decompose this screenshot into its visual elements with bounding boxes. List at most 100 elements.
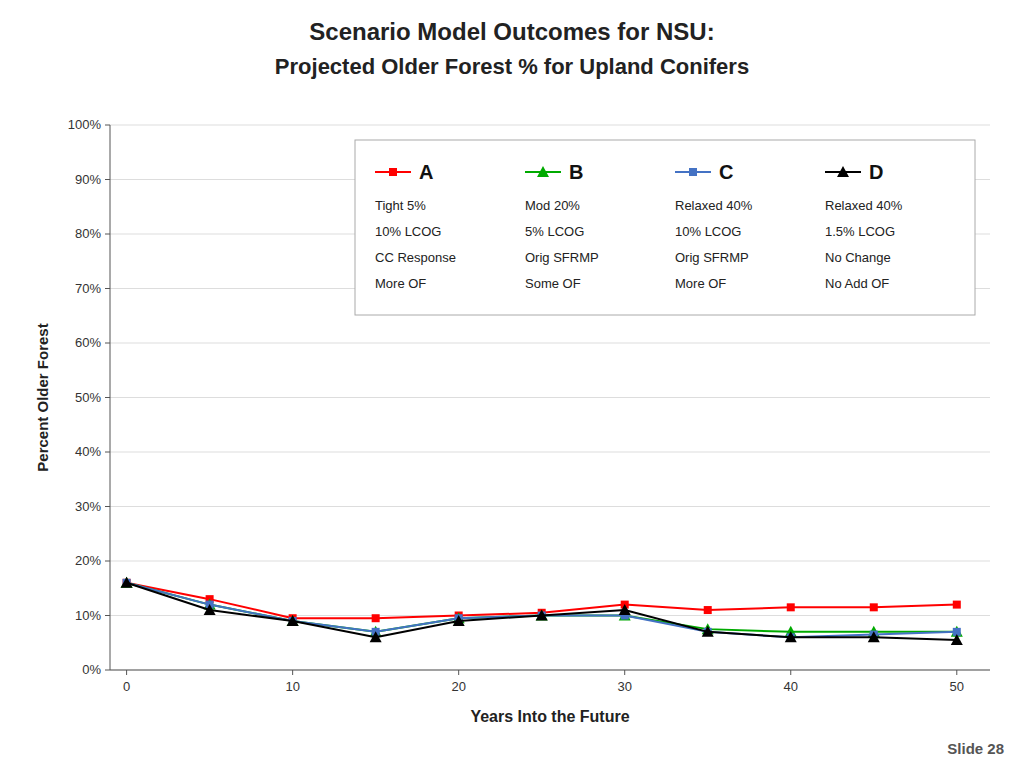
y-tick [105, 452, 110, 453]
legend-description: 5% LCOG [525, 224, 584, 239]
grid [110, 125, 990, 670]
legend-swatch-marker [689, 168, 697, 176]
data-point [702, 626, 714, 637]
y-tick [105, 561, 110, 562]
grid-line [110, 452, 990, 453]
series [123, 579, 961, 642]
y-tick [105, 234, 110, 235]
y-tick [105, 506, 110, 507]
legend-swatch-marker [837, 166, 849, 177]
legend-description: 10% LCOG [375, 224, 441, 239]
data-point [204, 604, 216, 615]
y-tick-label: 40% [75, 444, 101, 459]
legend-label: B [569, 161, 583, 183]
y-tick-label: 70% [75, 281, 101, 296]
x-tick-label: 50 [950, 679, 964, 694]
y-axis-label: Percent Older Forest [34, 323, 51, 471]
grid-line [110, 125, 990, 126]
legend-description: 1.5% LCOG [825, 224, 895, 239]
y-tick [105, 179, 110, 180]
legend-description: Mod 20% [525, 198, 580, 213]
legend: A Tight 5% 10% LCOG CC Response More OF B Mod … [355, 140, 975, 315]
data-point [121, 577, 133, 588]
legend-description: No Add OF [825, 276, 889, 291]
y-tick-label: 100% [68, 117, 102, 132]
series-line [127, 583, 957, 632]
x-tick-label: 40 [784, 679, 798, 694]
y-tick-label: 50% [75, 390, 101, 405]
data-point [372, 614, 380, 622]
y-tick-label: 60% [75, 335, 101, 350]
x-tick [292, 670, 293, 675]
y-tick [105, 343, 110, 344]
grid-line [110, 343, 990, 344]
legend-description: Tight 5% [375, 198, 426, 213]
title: Scenario Model Outcomes for NSU: [309, 18, 714, 45]
plot-data [121, 577, 963, 645]
x-tick-label: 10 [285, 679, 299, 694]
chart: Scenario Model Outcomes for NSU:Projecte… [0, 0, 1024, 768]
data-point [951, 634, 963, 645]
grid-line [110, 506, 990, 507]
legend-label: C [719, 161, 733, 183]
grid-line [110, 397, 990, 398]
legend-description: No Change [825, 250, 891, 265]
grid-line [110, 561, 990, 562]
data-point [536, 610, 548, 621]
y-tick-label: 0% [82, 662, 101, 677]
y-tick [105, 288, 110, 289]
x-tick [790, 670, 791, 675]
data-point [870, 603, 878, 611]
y-tick [105, 397, 110, 398]
legend-label: A [419, 161, 433, 183]
data-point [619, 604, 631, 615]
legend-description: CC Response [375, 250, 456, 265]
legend-box [355, 140, 975, 315]
axes: 0% 10% 20% 30% 40% 50% 60% 70% 80% 90% 100% 0 10 20 30… [68, 117, 990, 694]
legend-description: Relaxed 40% [675, 198, 753, 213]
y-tick-label: 90% [75, 172, 101, 187]
legend-description: Orig SFRMP [525, 250, 599, 265]
x-tick [126, 670, 127, 675]
legend-swatch-marker [537, 166, 549, 177]
data-point [953, 601, 961, 609]
annotation: Slide 28 [947, 740, 1004, 757]
y-tick-label: 30% [75, 499, 101, 514]
x-tick-label: 30 [617, 679, 631, 694]
y-tick-label: 80% [75, 226, 101, 241]
data-point [704, 606, 712, 614]
series [121, 577, 963, 637]
legend-description: Some OF [525, 276, 581, 291]
x-tick-label: 20 [451, 679, 465, 694]
y-tick-label: 10% [75, 608, 101, 623]
data-point [787, 603, 795, 611]
data-point [868, 631, 880, 642]
y-tick [105, 670, 110, 671]
series-line [127, 583, 957, 638]
series [121, 577, 963, 645]
data-point [785, 631, 797, 642]
series-line [127, 583, 957, 640]
legend-label: D [869, 161, 883, 183]
y-tick [105, 125, 110, 126]
page: {"chart_data": { "type": "line", "title"… [0, 0, 1024, 768]
y-tick [105, 615, 110, 616]
y-tick-label: 20% [75, 553, 101, 568]
data-point [121, 577, 133, 588]
x-tick [956, 670, 957, 675]
data-point [287, 615, 299, 626]
grid-line [110, 670, 990, 671]
data-point [370, 631, 382, 642]
data-point [453, 615, 465, 626]
legend-description: Orig SFRMP [675, 250, 749, 265]
legend-description: More OF [675, 276, 726, 291]
y-axis-line [110, 125, 111, 670]
x-tick-label: 0 [123, 679, 130, 694]
x-tick [458, 670, 459, 675]
legend-description: Relaxed 40% [825, 198, 903, 213]
x-tick [624, 670, 625, 675]
x-axis-line [110, 670, 990, 671]
legend-swatch-marker [389, 168, 397, 176]
legend-description: More OF [375, 276, 426, 291]
x-axis-label: Years Into the Future [470, 708, 629, 725]
